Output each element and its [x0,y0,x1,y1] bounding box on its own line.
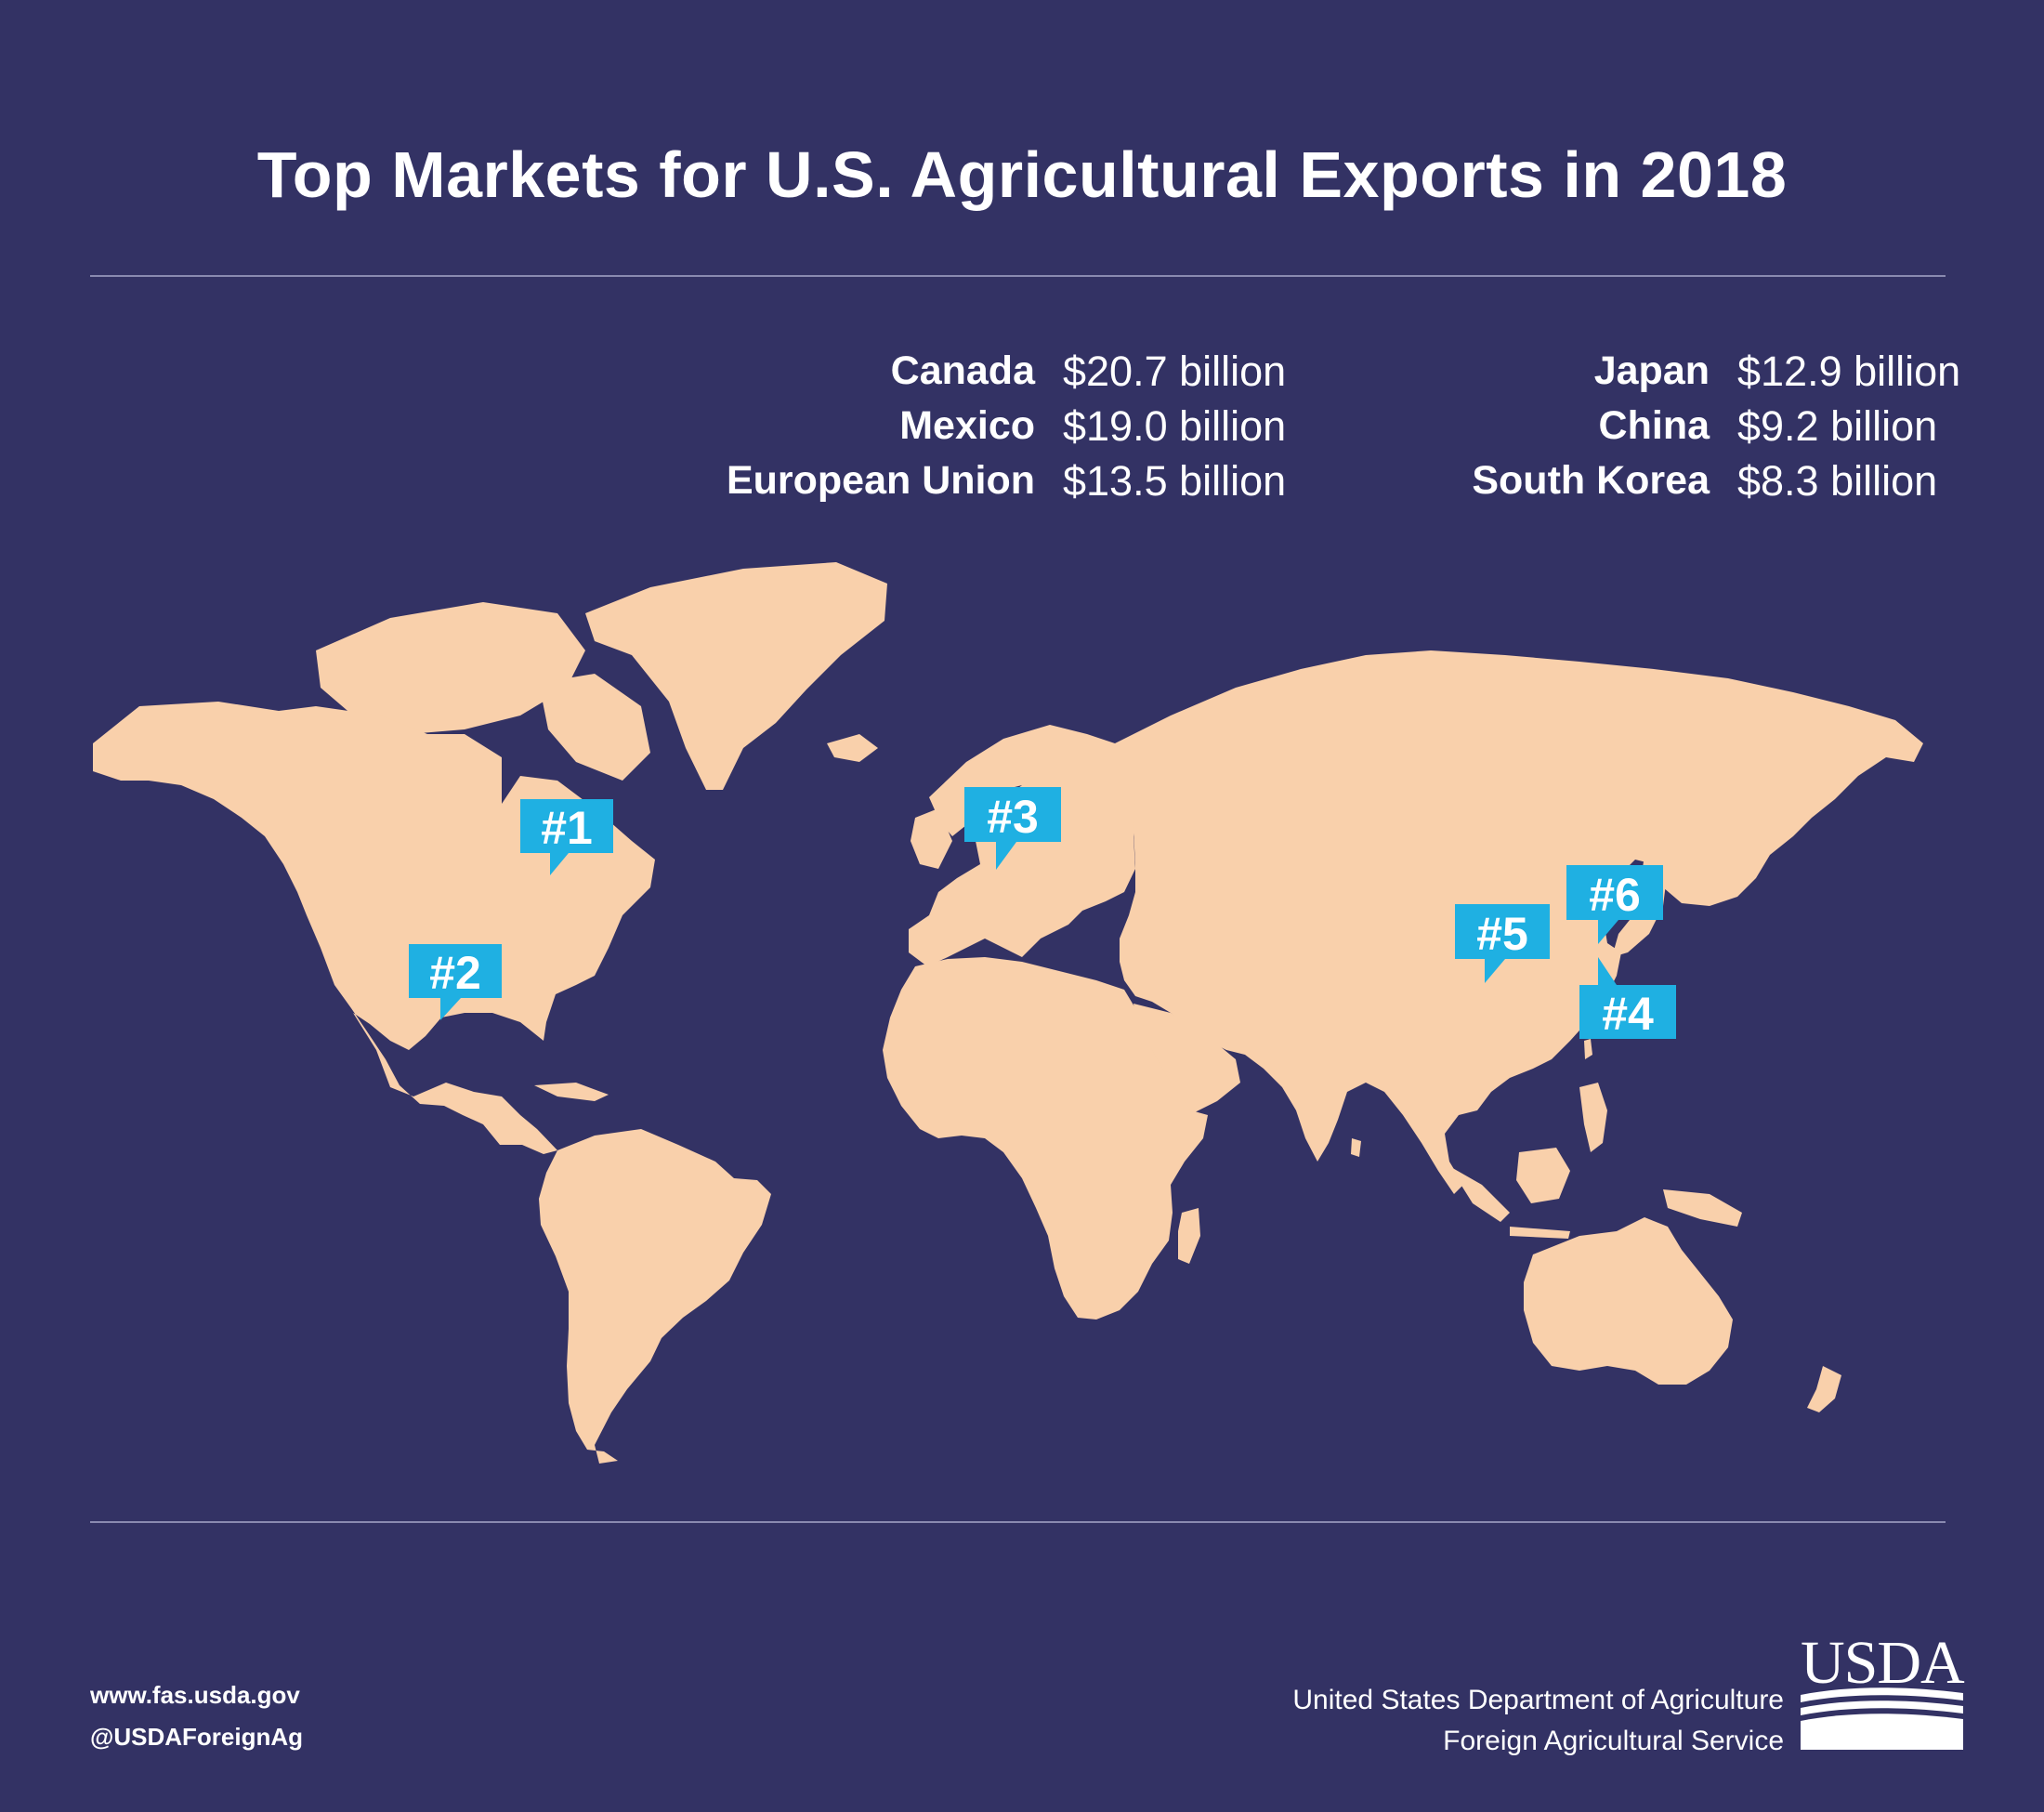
landmass-borneo [1516,1148,1570,1203]
stat-name: China [1598,403,1710,448]
marker-1: #1 [520,799,613,875]
marker-2-callout [409,944,502,1020]
marker-3-label: #3 [987,791,1039,843]
marker-3-callout [964,787,1061,870]
page-title: Top Markets for U.S. Agricultural Export… [256,138,1788,211]
stat-row-china: China $9.2 billion [1319,399,1960,453]
landmass-arctic-islands [316,602,585,734]
usda-logo-text: USDA [1801,1629,1965,1697]
marker-5: #5 [1455,904,1550,983]
marker-5-label: #5 [1476,908,1528,960]
stat-name: Japan [1593,348,1710,393]
landmass-java [1510,1227,1570,1239]
marker-1-label: #1 [541,802,593,854]
agency-line-2: Foreign Agricultural Service [1443,1726,1784,1756]
marker-3: #3 [964,787,1061,870]
stat-name: Mexico [899,403,1035,448]
marker-6-callout [1566,865,1663,944]
marker-4: #4 [1579,957,1676,1040]
landmass-sri-lanka [1351,1138,1361,1157]
landmass-british-isles [911,808,952,869]
stats-right-column: Japan $12.9 billion China $9.2 billion S… [1319,344,1960,508]
marker-6-label: #6 [1589,869,1641,921]
stat-row-mexico: Mexico $19.0 billion [557,399,1286,453]
landmass-iceland [827,734,878,762]
website-link[interactable]: www.fas.usda.gov [90,1681,300,1709]
marker-6: #6 [1566,865,1663,944]
stats-left-column: Canada $20.7 billion Mexico $19.0 billio… [557,344,1286,508]
top-divider [90,275,1946,277]
rank-markers: #1 #2 #3 #4 #5 #6 [409,787,1676,1040]
landmass-greenland [585,562,887,790]
landmass-europe [909,725,1143,966]
stat-row-european-union: European Union $13.5 billion [557,453,1286,508]
stat-value: $20.7 billion [1063,347,1287,395]
usda-logo-field [1801,1714,1963,1750]
stat-name: Canada [890,348,1035,393]
landmass-australia [1524,1217,1733,1385]
landmass-new-guinea [1663,1189,1742,1227]
usda-logo-swoosh-2 [1801,1700,1963,1715]
landmass-north-america [93,702,655,1154]
stat-value: $9.2 billion [1737,401,1938,450]
landmass-south-america [539,1129,771,1464]
landmass-cuba [534,1083,609,1101]
landmass-madagascar [1178,1208,1200,1264]
marker-2-label: #2 [429,947,481,999]
stat-row-japan: Japan $12.9 billion [1319,344,1960,399]
agency-line-1: United States Department of Agriculture [1292,1685,1784,1715]
landmass-sumatra [1449,1166,1510,1222]
marker-4-label: #4 [1602,988,1654,1040]
landmass-baffin [539,674,650,781]
usda-logo-swoosh-1 [1801,1687,1963,1702]
bottom-divider [90,1521,1946,1523]
landmass-taiwan [1584,1039,1592,1059]
social-handle[interactable]: @USDAForeignAg [90,1723,304,1751]
landmass-arabia [1133,1004,1240,1115]
marker-1-callout [520,799,613,875]
landmass-new-zealand [1807,1366,1841,1412]
usda-logo-icon [1801,1687,1963,1750]
stat-name: South Korea [1472,458,1710,503]
marker-4-callout [1579,957,1676,1039]
stat-value: $13.5 billion [1063,456,1287,505]
stat-value: $8.3 billion [1737,456,1938,505]
stat-row-south-korea: South Korea $8.3 billion [1319,453,1960,508]
stat-value: $19.0 billion [1063,401,1287,450]
footer-links: www.fas.usda.gov @USDAForeignAg [90,1674,303,1758]
stat-row-canada: Canada $20.7 billion [557,344,1287,399]
marker-2: #2 [409,944,502,1020]
stat-name: European Union [726,458,1035,503]
marker-5-callout [1455,904,1550,983]
landmass-africa [883,957,1208,1320]
stat-value: $12.9 billion [1737,347,1961,395]
landmass-philippines [1579,1083,1607,1152]
agency-name: United States Department of Agriculture … [1292,1680,1784,1762]
